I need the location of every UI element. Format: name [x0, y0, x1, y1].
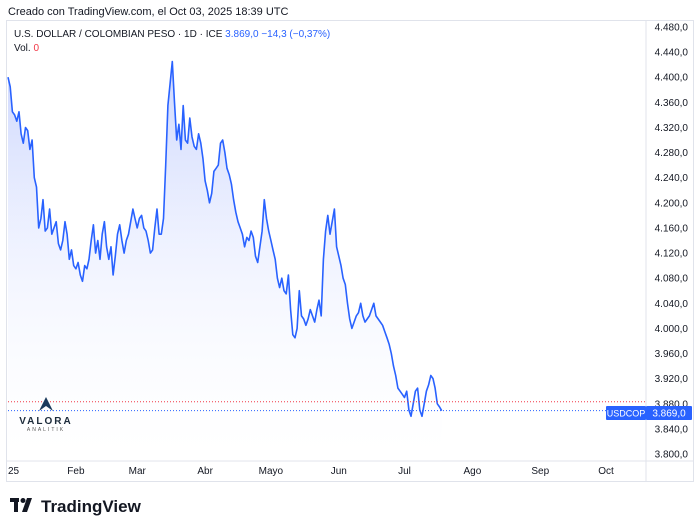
y-tick-label: 4.400,0: [655, 73, 689, 84]
volume-label: Vol.: [14, 43, 31, 54]
x-tick-label: Feb: [67, 466, 85, 477]
x-tick-label: Ago: [463, 466, 481, 477]
y-tick-label: 4.440,0: [655, 48, 689, 59]
x-tick-label: Jun: [331, 466, 347, 477]
tradingview-wordmark: TradingView: [41, 496, 141, 516]
created-with-caption: Creado con TradingView.com, el Oct 03, 2…: [8, 6, 289, 18]
symbol-tag-label: USDCOP: [607, 409, 646, 419]
reference-lines: [8, 401, 646, 412]
instrument-name: U.S. DOLLAR / COLOMBIAN PESO · 1D · ICE: [14, 29, 223, 40]
x-tick-label: Oct: [598, 466, 614, 477]
price-line: [7, 60, 443, 418]
y-tick-label: 3.840,0: [655, 424, 689, 435]
price-tag-box: [646, 406, 692, 420]
symbol-tag-box: [606, 406, 646, 420]
price-tag-label: 3.869,0: [652, 409, 686, 420]
x-tick-label: Mar: [129, 466, 147, 477]
x-tick-label: Jul: [398, 466, 411, 477]
y-tick-label: 4.240,0: [655, 173, 689, 184]
y-tick-label: 4.080,0: [655, 274, 689, 285]
volume-value: 0: [33, 43, 40, 54]
tradingview-logo-icon: [10, 496, 36, 517]
series-area-0: [8, 61, 442, 461]
chart-legend: U.S. DOLLAR / COLOMBIAN PESO · 1D · ICE …: [14, 29, 330, 40]
y-tick-label: 4.320,0: [655, 123, 689, 134]
price-axis: 4.480,0 4.440,0 4.400,0 4.360,0 4.320,0 4.280…: [655, 23, 689, 461]
y-tick-label: 3.920,0: [655, 374, 689, 385]
volume-legend: Vol. 0: [14, 43, 39, 54]
y-tick-label: 3.880,0: [655, 399, 689, 410]
y-tick-label: 4.480,0: [655, 23, 689, 34]
y-tick-label: 4.040,0: [655, 299, 689, 310]
tradingview-brand[interactable]: TradingView: [10, 496, 141, 517]
y-tick-label: 4.160,0: [655, 223, 689, 234]
price-tags: USDCOP 3.869,0: [606, 406, 692, 420]
x-tick-label: Sep: [531, 466, 549, 477]
watermark-name: VALORA: [19, 416, 73, 427]
y-tick-label: 3.960,0: [655, 349, 689, 360]
chart-frame: [6, 20, 694, 482]
x-tick-label: 25: [8, 466, 20, 477]
change-value: −14,3 (−0,37%): [261, 29, 331, 40]
y-tick-label: 3.800,0: [655, 450, 689, 461]
watermark-subtitle: ANALITIK: [26, 427, 66, 433]
y-tick-label: 4.120,0: [655, 249, 689, 260]
valora-logo-icon: [39, 397, 53, 411]
y-tick-label: 4.200,0: [655, 198, 689, 209]
area-fill: [8, 61, 442, 461]
y-tick-label: 4.360,0: [655, 98, 689, 109]
time-axis: 25 Feb Mar Abr Mayo Jun Jul Ago Sep Oct: [8, 466, 614, 477]
y-tick-label: 4.000,0: [655, 324, 689, 335]
series-line-0: [7, 60, 443, 418]
y-tick-label: 4.280,0: [655, 148, 689, 159]
last-value: 3.869,0: [225, 29, 259, 40]
x-tick-label: Mayo: [259, 466, 284, 477]
x-tick-label: Abr: [197, 466, 213, 477]
valora-watermark: VALORA ANALITIK: [14, 397, 78, 433]
